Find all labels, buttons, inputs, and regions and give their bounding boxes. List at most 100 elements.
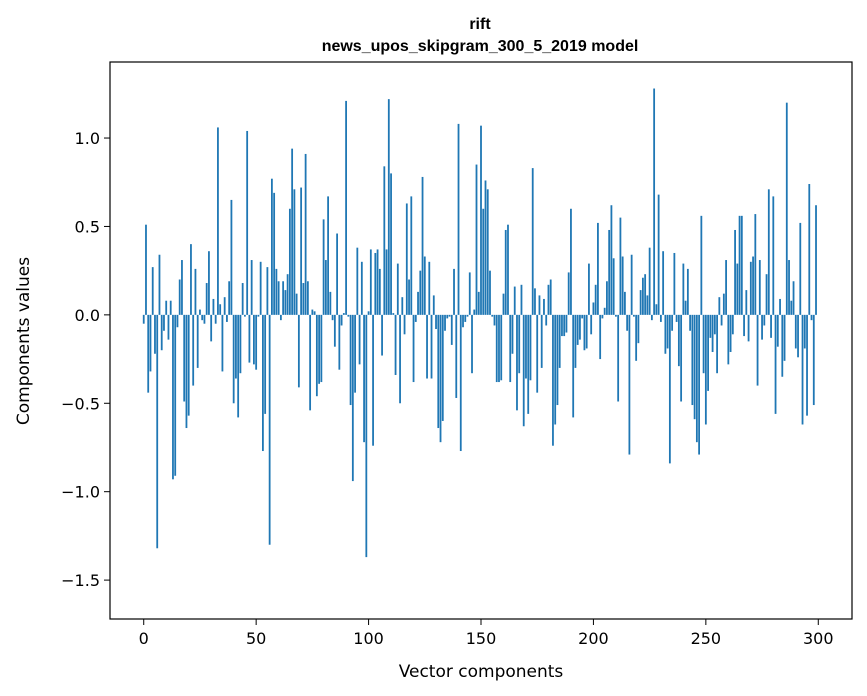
bar xyxy=(210,314,213,342)
bar xyxy=(554,314,557,425)
bar xyxy=(626,314,629,331)
bar xyxy=(621,256,624,315)
bar xyxy=(761,314,763,340)
bar xyxy=(664,314,667,354)
x-axis-label: Vector components xyxy=(399,662,564,682)
bar xyxy=(493,314,496,326)
bar xyxy=(702,314,705,374)
bar xyxy=(462,314,464,328)
bar xyxy=(313,311,316,315)
bar xyxy=(383,166,386,315)
bar xyxy=(232,314,235,404)
bar xyxy=(673,252,676,315)
bar xyxy=(693,314,696,420)
bar xyxy=(302,283,305,315)
bar xyxy=(637,314,640,344)
bar xyxy=(340,314,343,326)
bar xyxy=(507,224,509,315)
bar xyxy=(561,314,563,337)
bar xyxy=(381,314,383,356)
bar xyxy=(378,268,381,315)
bar xyxy=(815,205,817,315)
bar xyxy=(606,281,608,315)
x-tick-label: 150 xyxy=(466,629,497,648)
bar xyxy=(345,100,347,315)
bar xyxy=(320,314,323,383)
bar xyxy=(147,314,150,393)
bar xyxy=(785,102,788,315)
bar xyxy=(387,99,390,315)
bar xyxy=(545,314,548,326)
bar xyxy=(178,279,181,315)
bar xyxy=(244,314,246,317)
bar xyxy=(662,251,665,315)
bar xyxy=(502,293,505,315)
bar xyxy=(151,267,154,315)
bar xyxy=(720,314,723,326)
bar xyxy=(635,314,638,361)
bar xyxy=(304,153,307,315)
bar xyxy=(738,215,741,315)
bar xyxy=(633,314,635,317)
bar xyxy=(279,314,282,321)
bar xyxy=(327,196,329,315)
bar xyxy=(475,164,478,315)
bar xyxy=(145,224,147,315)
bar xyxy=(740,215,743,315)
bar xyxy=(713,314,716,335)
bar xyxy=(790,300,793,315)
bar xyxy=(156,314,159,549)
bar xyxy=(453,268,455,315)
bar xyxy=(338,314,341,370)
bar xyxy=(511,314,514,354)
bar xyxy=(329,291,332,315)
bar xyxy=(648,247,651,315)
bar xyxy=(563,314,566,337)
bar xyxy=(603,307,606,315)
bar xyxy=(655,304,658,315)
bar xyxy=(172,314,174,480)
bar xyxy=(628,314,631,455)
bar xyxy=(707,314,709,391)
bar xyxy=(736,263,739,315)
bar xyxy=(525,314,527,379)
bar xyxy=(396,263,399,315)
bar xyxy=(468,272,471,315)
bar xyxy=(455,314,458,398)
bar xyxy=(567,272,570,315)
bar xyxy=(230,199,233,315)
y-tick-label: 0.5 xyxy=(75,217,100,236)
bar xyxy=(208,251,210,315)
bar xyxy=(727,314,730,365)
bar xyxy=(731,314,734,335)
bar xyxy=(552,314,554,446)
bar xyxy=(704,314,707,425)
bar xyxy=(722,293,725,315)
chart-titles: rift news_upos_skipgram_300_5_2019 model xyxy=(322,16,639,55)
bar xyxy=(199,309,201,315)
bar xyxy=(810,314,813,321)
bar xyxy=(556,314,559,406)
bar xyxy=(538,295,541,315)
bar xyxy=(255,314,258,370)
y-tick-label: −0.5 xyxy=(61,394,100,413)
bar xyxy=(293,189,296,315)
bar xyxy=(610,205,613,315)
bar xyxy=(203,314,206,324)
bar xyxy=(581,314,584,319)
bar xyxy=(432,295,435,315)
bar xyxy=(576,314,579,345)
bar xyxy=(268,314,271,545)
bar xyxy=(767,189,770,315)
bar xyxy=(754,214,757,315)
bar xyxy=(700,215,703,315)
bar xyxy=(183,314,186,402)
bar xyxy=(765,274,768,315)
bar xyxy=(794,314,797,349)
bar xyxy=(250,260,253,315)
bar xyxy=(615,314,617,317)
bar xyxy=(473,309,476,315)
bar xyxy=(201,314,204,321)
bar xyxy=(518,314,521,374)
bar xyxy=(142,314,145,324)
